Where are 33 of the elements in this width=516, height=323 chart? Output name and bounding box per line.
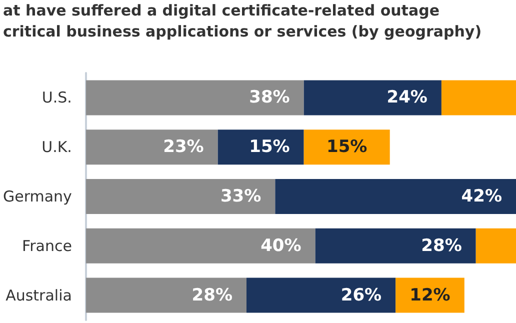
data-label: 15% bbox=[249, 137, 290, 158]
bar bbox=[86, 179, 276, 214]
y-tick-label: Australia bbox=[6, 286, 72, 304]
data-label: 23% bbox=[163, 137, 204, 158]
bar bbox=[86, 80, 304, 116]
bar bbox=[86, 278, 246, 313]
bar bbox=[246, 278, 396, 313]
data-label: 33% bbox=[220, 186, 262, 206]
bar bbox=[304, 80, 442, 116]
data-label: 15% bbox=[326, 137, 368, 158]
data-label: 40% bbox=[260, 236, 302, 256]
chart-subtitle: critical business applications or services (by geography) bbox=[3, 22, 482, 40]
chart-title: at have suffered a digital certificate-related outage bbox=[3, 2, 440, 20]
data-label: 28% bbox=[192, 285, 232, 306]
bar bbox=[86, 130, 218, 165]
bar bbox=[218, 130, 304, 165]
data-label: 38% bbox=[249, 88, 290, 108]
y-tick-label: France bbox=[22, 236, 72, 255]
bar bbox=[315, 228, 476, 264]
data-label: 26% bbox=[340, 285, 382, 306]
y-tick-label: U.S. bbox=[42, 88, 72, 107]
data-label: 42% bbox=[461, 186, 502, 206]
y-tick-label: U.K. bbox=[42, 138, 72, 156]
data-label: 24% bbox=[386, 88, 428, 108]
bar bbox=[396, 278, 464, 313]
data-label: 12% bbox=[410, 285, 450, 306]
bar bbox=[441, 80, 516, 116]
bar bbox=[304, 130, 390, 165]
bar bbox=[476, 228, 516, 264]
y-tick-label: Germany bbox=[2, 188, 72, 206]
data-label: 28% bbox=[421, 236, 462, 256]
bar bbox=[86, 228, 316, 264]
bar bbox=[275, 179, 516, 214]
